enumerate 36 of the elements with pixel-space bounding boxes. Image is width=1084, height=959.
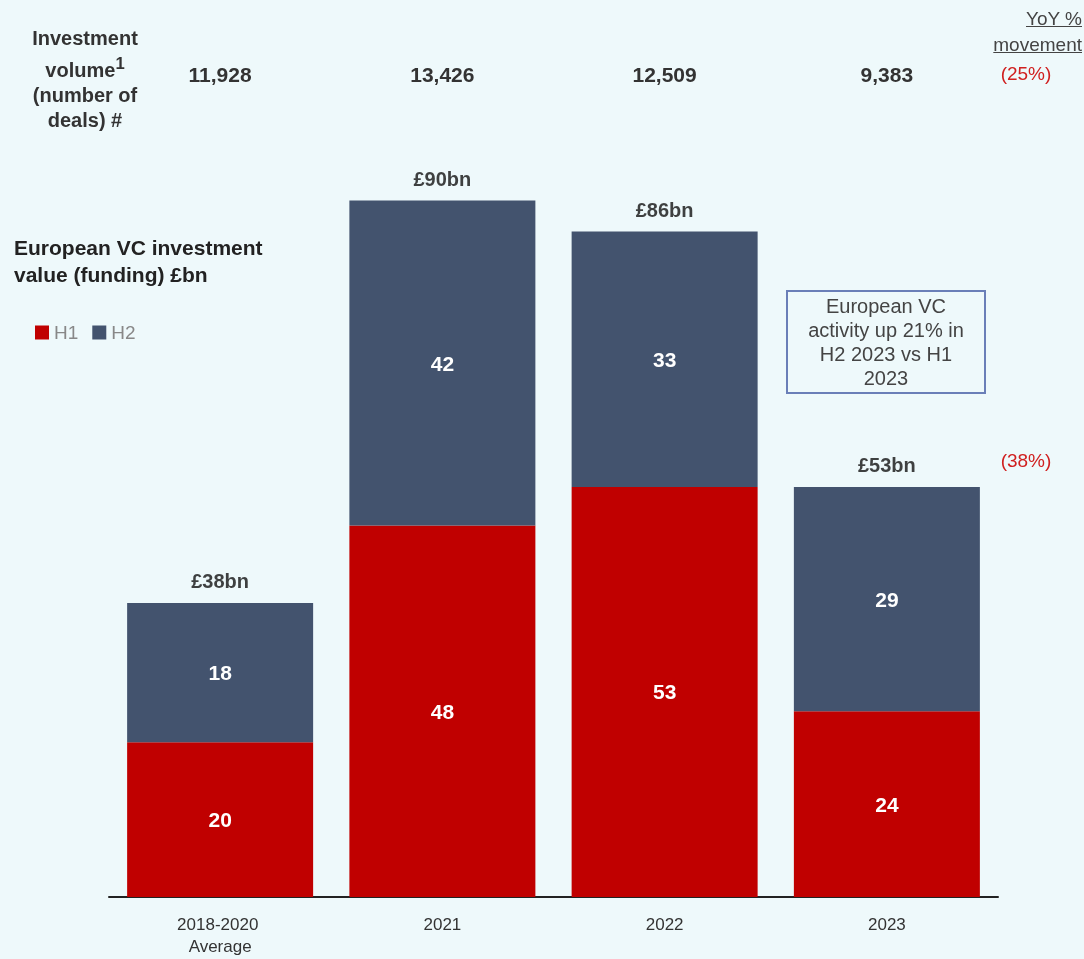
data-label: 18 [208, 661, 233, 685]
total-label: £38bn [191, 569, 250, 592]
text: 13,426 [409, 63, 476, 87]
text: 9,383 [859, 63, 915, 87]
bar [127, 742, 314, 897]
bar [349, 525, 536, 897]
data-label: 53 [652, 680, 677, 704]
text: 12,509 [631, 63, 698, 87]
data-label: 42 [430, 351, 455, 375]
legend-label: H2 [111, 322, 136, 343]
x-tick-label: 2021 [423, 914, 462, 934]
x-tick-label: 2018-2020 Average [177, 914, 264, 956]
total-label: £86bn [635, 198, 694, 221]
x-tick-label: 2023 [867, 914, 906, 934]
data-label: 48 [430, 699, 455, 723]
text: 11,928 [188, 63, 252, 86]
data-label: 29 [875, 587, 899, 611]
text: Investment volume$^{1}$ (number of deals) # [31, 26, 139, 133]
text: (38%) [999, 450, 1053, 472]
bar [127, 602, 314, 743]
data-label: 33 [652, 347, 677, 371]
text: (25%) [999, 63, 1053, 85]
total-label: £53bn [857, 453, 916, 476]
text: YoY % movement [992, 7, 1082, 57]
legend-label: H1 [54, 322, 79, 343]
x-tick-label: 2022 [645, 914, 684, 934]
bar [349, 200, 536, 526]
bar [571, 231, 758, 487]
data-label: 24 [875, 792, 899, 816]
y-axis-title: European VC investment value (funding) £bn [14, 235, 264, 288]
data-label: 20 [208, 808, 232, 832]
bar [571, 486, 758, 897]
annotation: European VC activity up 21% in H2 2023 vs H1 2023 [786, 290, 986, 394]
bar [793, 486, 980, 712]
total-label: £90bn [413, 167, 472, 190]
bar [793, 711, 980, 897]
